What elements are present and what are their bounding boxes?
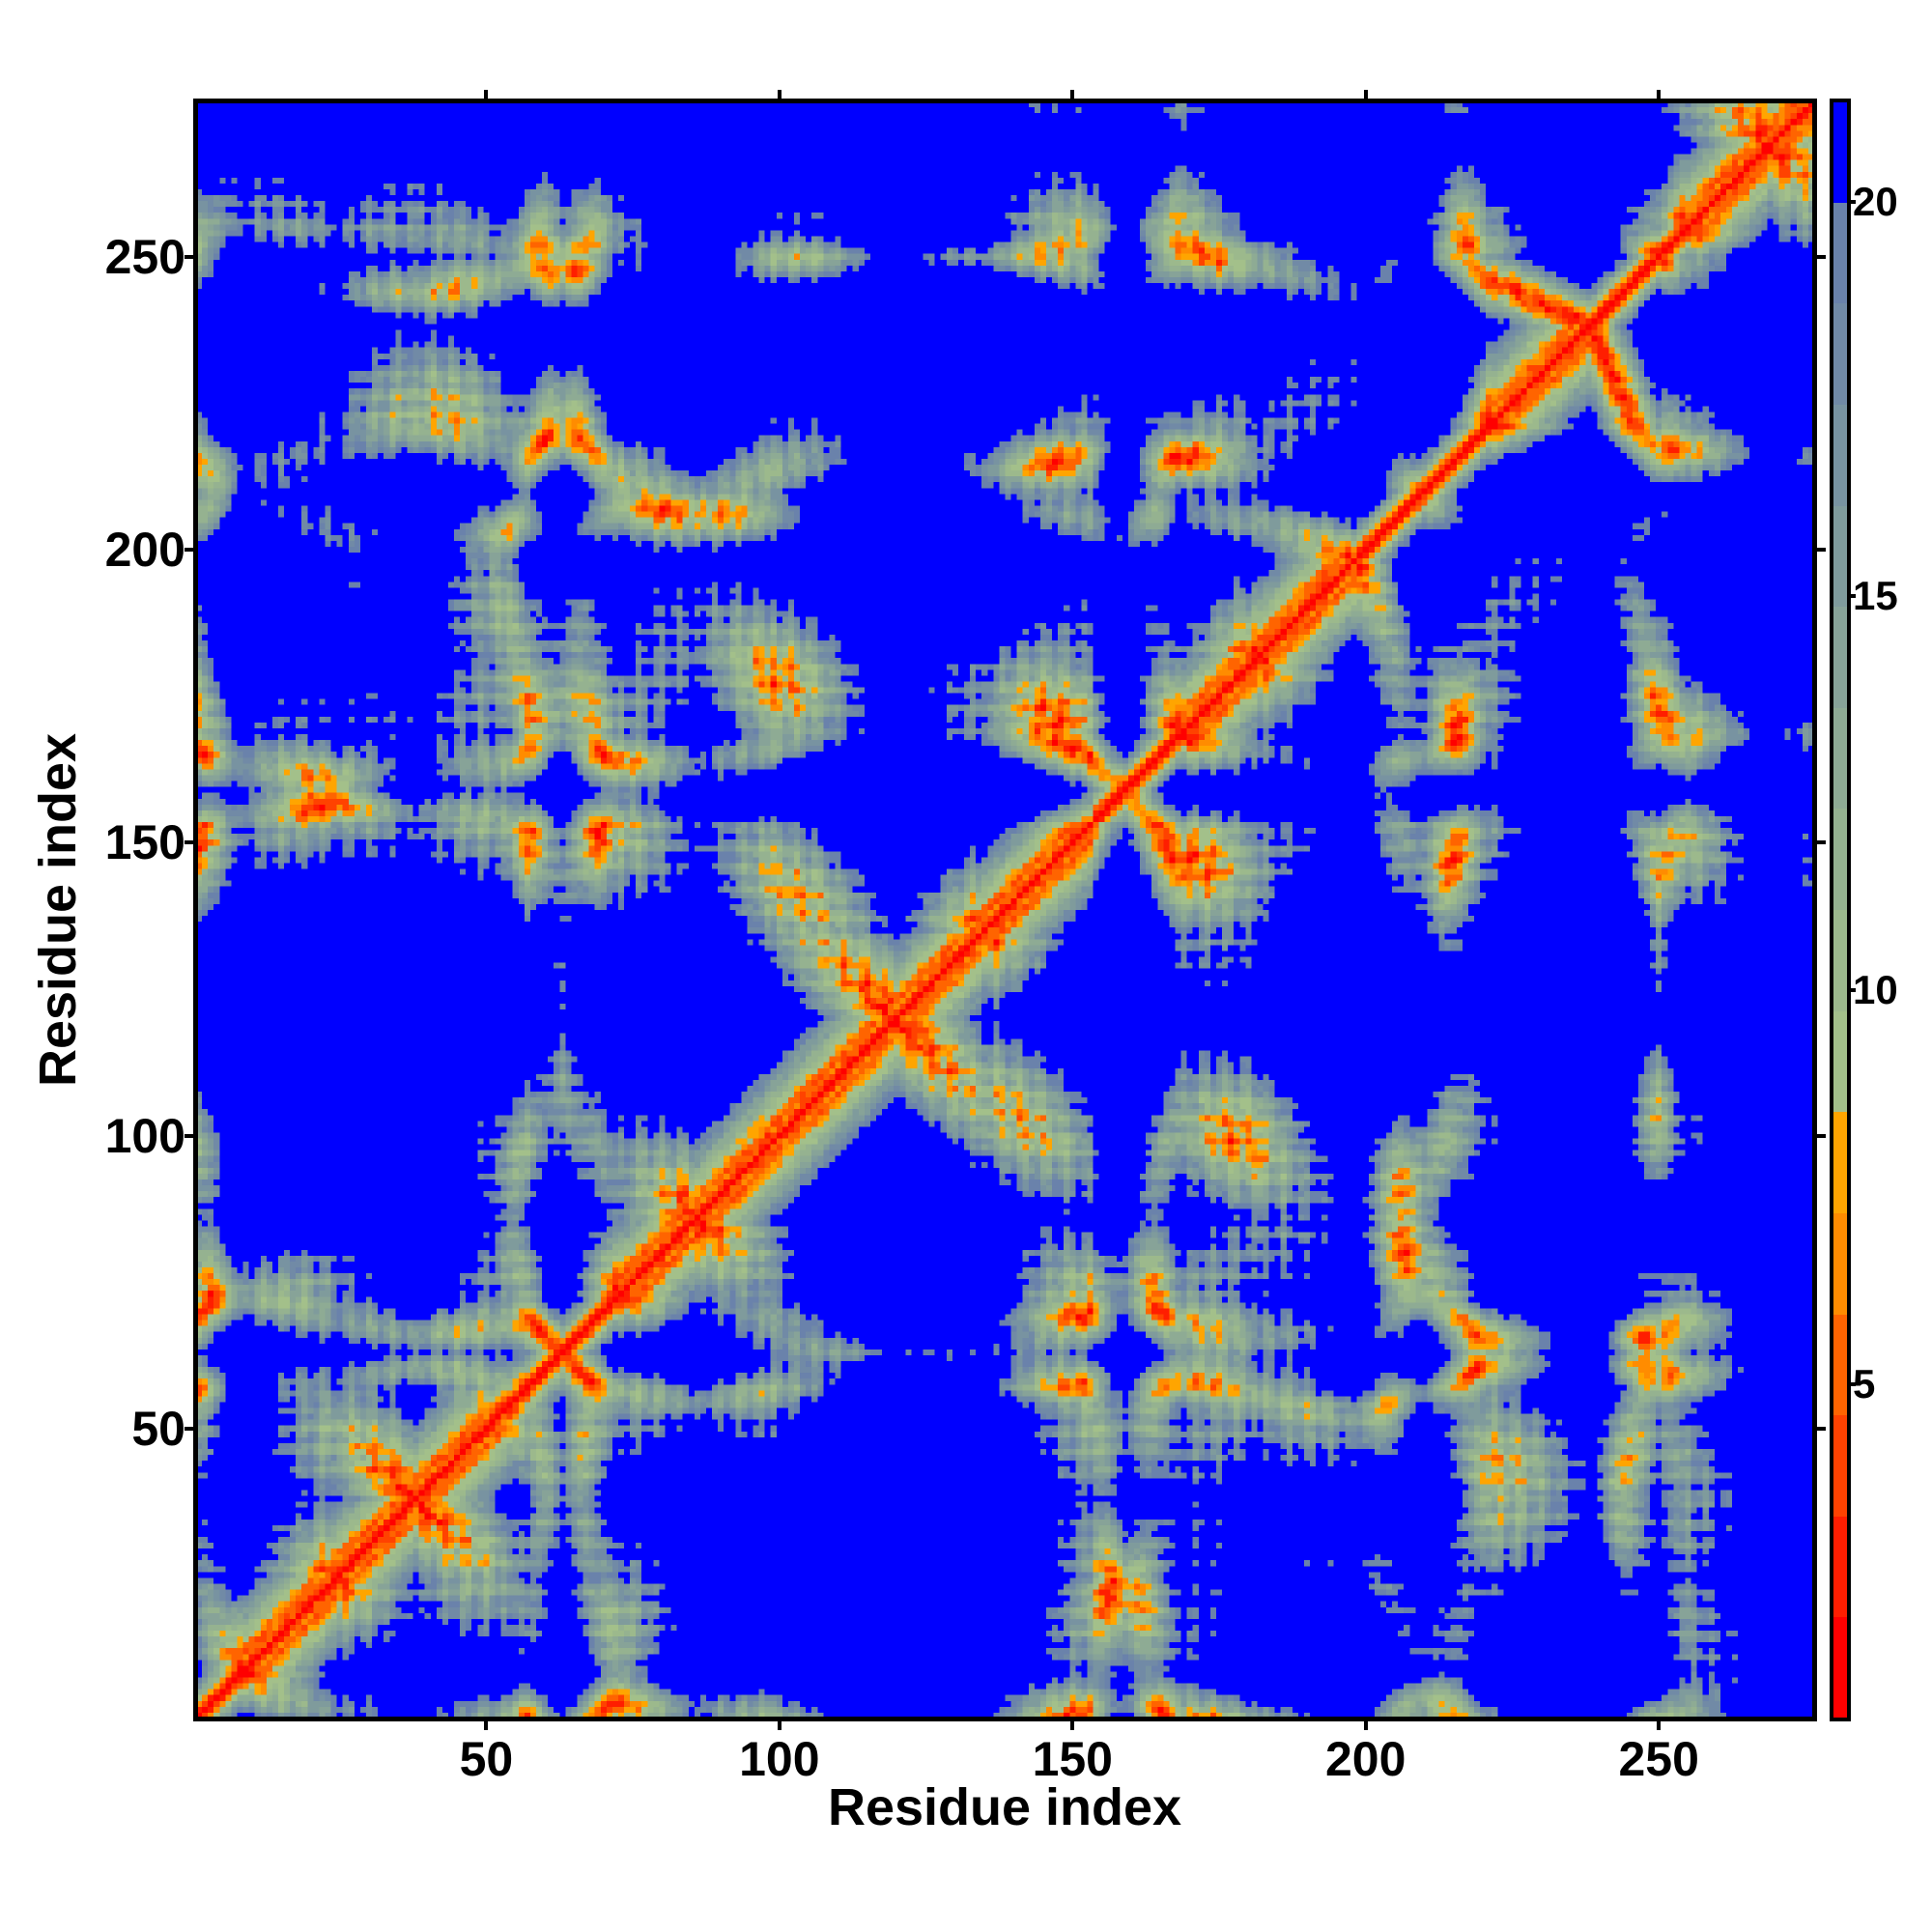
colorbar-tick-label: 5 xyxy=(1853,1360,1876,1406)
colorbar-level xyxy=(1833,301,1848,405)
x-tick-top xyxy=(1070,90,1075,99)
x-tick-top xyxy=(484,90,489,99)
colorbar-level xyxy=(1833,706,1848,810)
colorbar-level xyxy=(1833,1312,1848,1416)
colorbar-level xyxy=(1833,1009,1848,1113)
x-tick-label: 100 xyxy=(739,1732,820,1786)
x-tick-label: 150 xyxy=(1032,1732,1113,1786)
colorbar-level xyxy=(1833,99,1848,203)
heatmap-plot-area xyxy=(193,99,1817,1721)
y-tick-left xyxy=(185,547,194,552)
x-tick-bottom xyxy=(1363,1720,1368,1730)
x-tick-bottom xyxy=(1070,1720,1075,1730)
x-tick-top xyxy=(777,90,781,99)
x-axis-title: Residue index xyxy=(827,1778,1182,1836)
colorbar xyxy=(1830,99,1851,1721)
y-tick-left xyxy=(185,840,194,845)
colorbar-tick-label: 15 xyxy=(1853,572,1898,618)
colorbar-tick xyxy=(1848,1381,1856,1386)
y-tick-left xyxy=(185,1133,194,1138)
colorbar-tick xyxy=(1848,987,1856,992)
colorbar-level xyxy=(1833,807,1848,910)
x-tick-bottom xyxy=(777,1720,781,1730)
y-tick-right xyxy=(1816,840,1826,845)
colorbar-level xyxy=(1833,403,1848,506)
colorbar-level xyxy=(1833,1413,1848,1517)
y-tick-label: 200 xyxy=(104,522,185,577)
colorbar-tick-label: 10 xyxy=(1853,966,1898,1012)
colorbar-level xyxy=(1833,1211,1848,1315)
x-tick-top xyxy=(1657,90,1662,99)
colorbar-tick xyxy=(1848,199,1856,204)
x-tick-bottom xyxy=(1657,1720,1662,1730)
y-tick-left xyxy=(185,254,194,259)
y-tick-right xyxy=(1816,254,1826,259)
y-tick-right xyxy=(1816,1426,1826,1431)
colorbar-level xyxy=(1833,1110,1848,1213)
x-tick-bottom xyxy=(484,1720,489,1730)
colorbar-level xyxy=(1833,503,1848,608)
x-tick-label: 250 xyxy=(1618,1732,1699,1786)
x-tick-top xyxy=(1363,90,1368,99)
colorbar-level xyxy=(1833,200,1848,304)
colorbar-level xyxy=(1833,908,1848,1011)
y-tick-label: 100 xyxy=(104,1108,185,1163)
colorbar-frame xyxy=(1830,99,1851,1721)
y-tick-right xyxy=(1816,1133,1826,1138)
colorbar-tick-label: 20 xyxy=(1853,178,1898,224)
x-tick-label: 50 xyxy=(459,1732,514,1786)
y-tick-label: 250 xyxy=(104,229,185,284)
y-tick-label: 50 xyxy=(131,1401,185,1456)
colorbar-level xyxy=(1833,1615,1848,1719)
x-tick-label: 200 xyxy=(1325,1732,1406,1786)
y-tick-right xyxy=(1816,547,1826,552)
colorbar-tick xyxy=(1848,593,1856,598)
y-axis-title: Residue index xyxy=(29,732,87,1088)
y-tick-label: 150 xyxy=(104,815,185,870)
colorbar-level xyxy=(1833,605,1848,708)
y-tick-left xyxy=(185,1426,194,1431)
distance-heatmap xyxy=(196,101,1814,1719)
colorbar-level xyxy=(1833,1515,1848,1618)
